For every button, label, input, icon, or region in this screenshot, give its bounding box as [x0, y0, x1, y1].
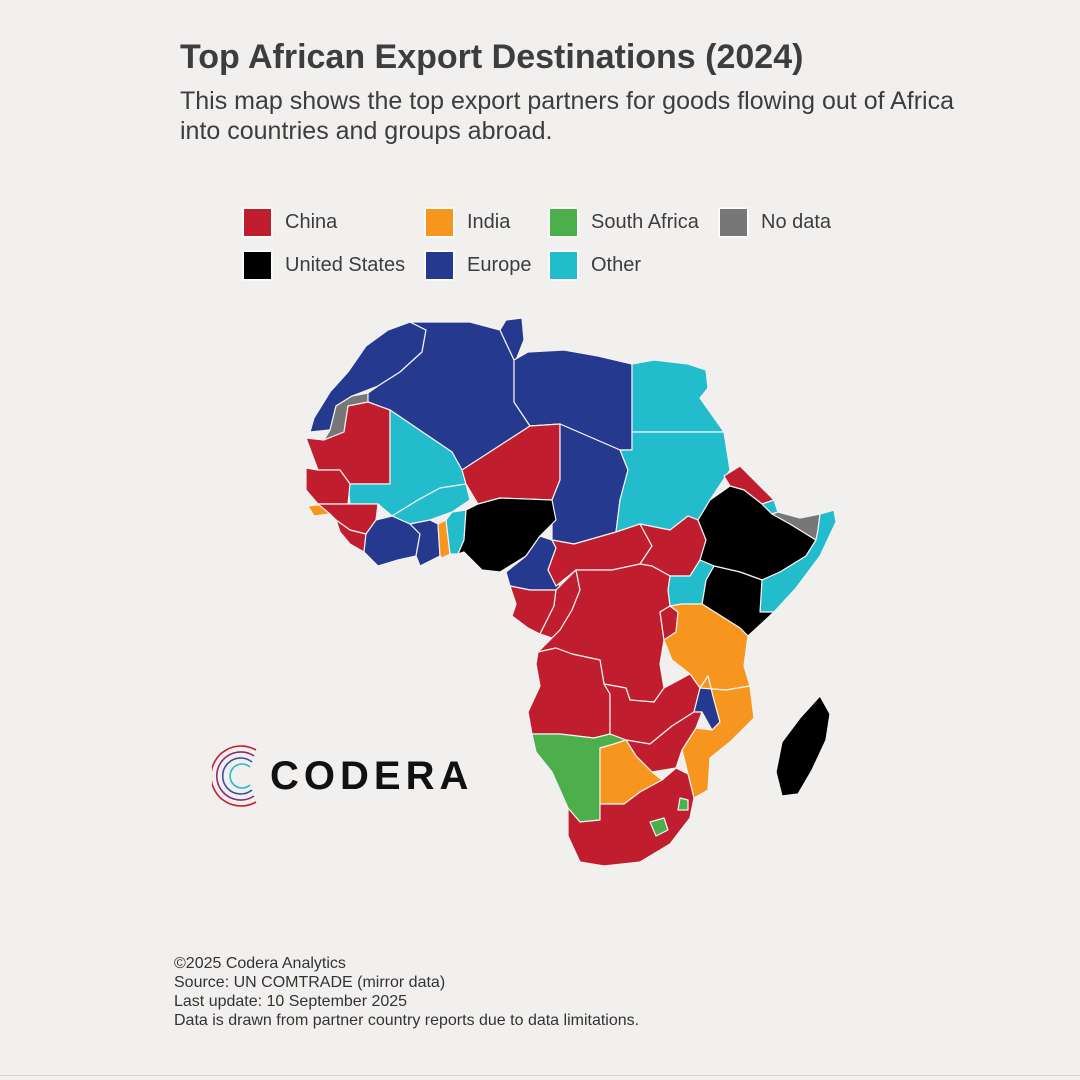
legend-item-china: China	[244, 208, 426, 237]
legend-item-no-data: No data	[720, 208, 860, 237]
legend-item-other: Other	[550, 251, 720, 280]
legend-swatch-europe	[426, 252, 453, 279]
footer-copyright: ©2025 Codera Analytics	[174, 955, 346, 972]
map-subtitle: This map shows the top export partners f…	[180, 87, 955, 145]
legend-label-other: Other	[591, 254, 642, 276]
region-lesotho	[649, 817, 669, 837]
legend-swatch-china	[244, 209, 271, 236]
legend-item-south-africa: South Africa	[550, 208, 720, 237]
footer-updated: Last update: 10 September 2025	[174, 993, 408, 1010]
region-eswatini	[677, 797, 689, 811]
legend-label-europe: Europe	[467, 254, 532, 276]
legend-label-china: China	[285, 211, 338, 233]
region-madagascar	[775, 695, 831, 797]
region-senegal-gambia	[305, 467, 351, 505]
codera-logo-text: CODERA	[270, 753, 474, 798]
footer-note: Data is drawn from partner country repor…	[174, 1012, 640, 1029]
legend-label-south-africa: South Africa	[591, 211, 699, 233]
legend-swatch-united-states	[244, 252, 271, 279]
region-south-africa	[567, 767, 695, 867]
legend-swatch-no-data	[720, 209, 747, 236]
legend-label-no-data: No data	[761, 211, 832, 233]
legend-item-europe: Europe	[426, 251, 550, 280]
region-angola	[527, 647, 611, 739]
legend-swatch-other	[550, 252, 577, 279]
region-ghana	[409, 519, 441, 567]
footer-source: Source: UN COMTRADE (mirror data)	[174, 974, 446, 991]
bottom-divider	[0, 1075, 1080, 1076]
legend-label-india: India	[467, 211, 511, 233]
codera-logo: CODERA	[212, 740, 473, 812]
legend-swatch-india	[426, 209, 453, 236]
legend-item-united-states: United States	[244, 251, 426, 280]
region-egypt	[631, 359, 725, 433]
legend-item-india: India	[426, 208, 550, 237]
footer: ©2025 Codera Analytics Source: UN COMTRA…	[174, 954, 639, 1030]
legend-label-united-states: United States	[285, 254, 406, 276]
map-title: Top African Export Destinations (2024)	[180, 38, 804, 76]
legend-swatch-south-africa	[550, 209, 577, 236]
legend: China India South Africa No data United …	[244, 208, 860, 280]
codera-logo-icon	[212, 745, 257, 807]
